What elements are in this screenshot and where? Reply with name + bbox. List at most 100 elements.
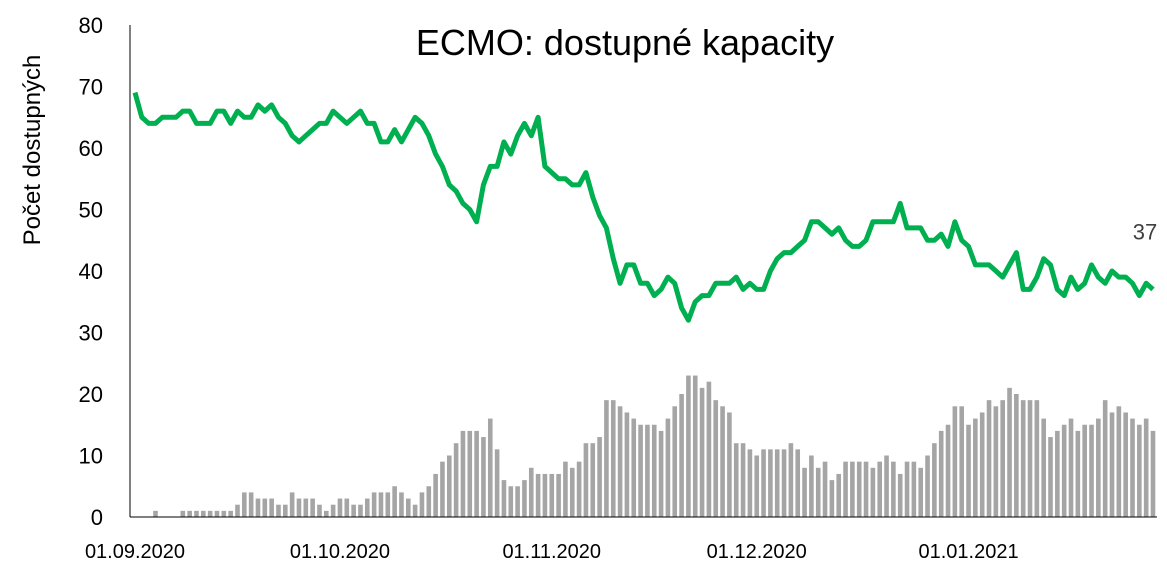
y-axis-label: Počet dostupných [19,55,46,246]
bar [884,455,889,517]
bar [358,504,363,517]
y-tick-label: 40 [79,259,103,284]
bar [870,467,876,517]
line [132,91,1155,323]
bar [986,400,992,517]
bar [337,498,343,517]
bar [563,461,568,517]
bar [303,498,309,517]
bar [453,443,459,517]
bar [487,418,493,517]
bar [925,455,930,517]
bar [399,492,404,517]
bar [1102,400,1108,517]
bar [761,449,766,517]
bar [993,406,999,517]
bar [310,498,315,517]
bar [1000,400,1005,517]
bar [262,498,268,517]
bar [1143,418,1149,517]
bar [638,424,643,517]
y-tick-label: 70 [79,75,103,100]
x-tick-label: 01.11.2020 [502,541,601,563]
bar [228,510,233,517]
bar [692,375,698,517]
bar [932,443,937,517]
bar [528,467,534,517]
bar [1061,424,1067,517]
bar [645,424,650,517]
bar [494,449,500,517]
bar [324,510,329,517]
bar [768,449,773,517]
bar [672,406,678,517]
bar [187,510,192,517]
bar [843,461,848,517]
bar [467,430,473,517]
bar [836,473,842,517]
bar [918,467,924,517]
bar [904,461,910,517]
bar [255,498,261,517]
bar [610,400,616,517]
bar [194,510,199,517]
bar [283,504,288,517]
bar [214,510,220,517]
bar [590,443,596,517]
bar [522,480,527,517]
bar [727,412,732,517]
bar [1116,406,1122,517]
bar [966,424,971,517]
x-tick-label: 01.09.2020 [85,541,185,563]
bar [542,473,548,517]
bar [446,455,452,517]
bar [1041,418,1046,517]
data-label: 37 [1133,219,1157,244]
bar [180,510,186,517]
bar [1048,437,1053,517]
bar [1096,418,1101,517]
x-tick-label: 01.10.2020 [290,541,390,563]
bar [276,504,281,517]
bar [1020,400,1026,517]
bar [289,492,295,517]
bar [440,461,445,517]
bar [515,486,520,517]
y-tick-label: 50 [79,198,103,223]
bar [235,504,240,517]
bar [1082,424,1087,517]
bar [221,510,227,517]
bar [405,498,411,517]
bar [385,492,391,517]
bar [201,510,206,517]
bar [269,498,274,517]
bar [781,449,787,517]
bar [973,418,978,517]
bar [754,455,760,517]
bar [720,406,725,517]
bar [351,504,356,517]
bar [802,467,807,517]
bar [604,400,609,517]
bar [774,449,780,517]
bar [426,486,432,517]
bar [658,430,664,517]
bar [419,492,425,517]
bar [979,412,985,517]
y-tick-label: 10 [79,444,103,469]
bar [549,473,555,517]
bar [624,412,630,517]
bar [583,443,589,517]
x-tick-label: 01.01.2021 [918,541,1018,563]
bar [1014,394,1019,517]
bar [412,504,418,517]
bar [747,449,753,517]
bar [1109,412,1115,517]
chart-title: ECMO: dostupné kapacity [416,22,834,63]
bar [1123,412,1128,517]
bar [508,486,514,517]
bar [938,430,944,517]
bar [959,406,964,517]
bar [392,486,397,517]
bar [897,473,903,517]
